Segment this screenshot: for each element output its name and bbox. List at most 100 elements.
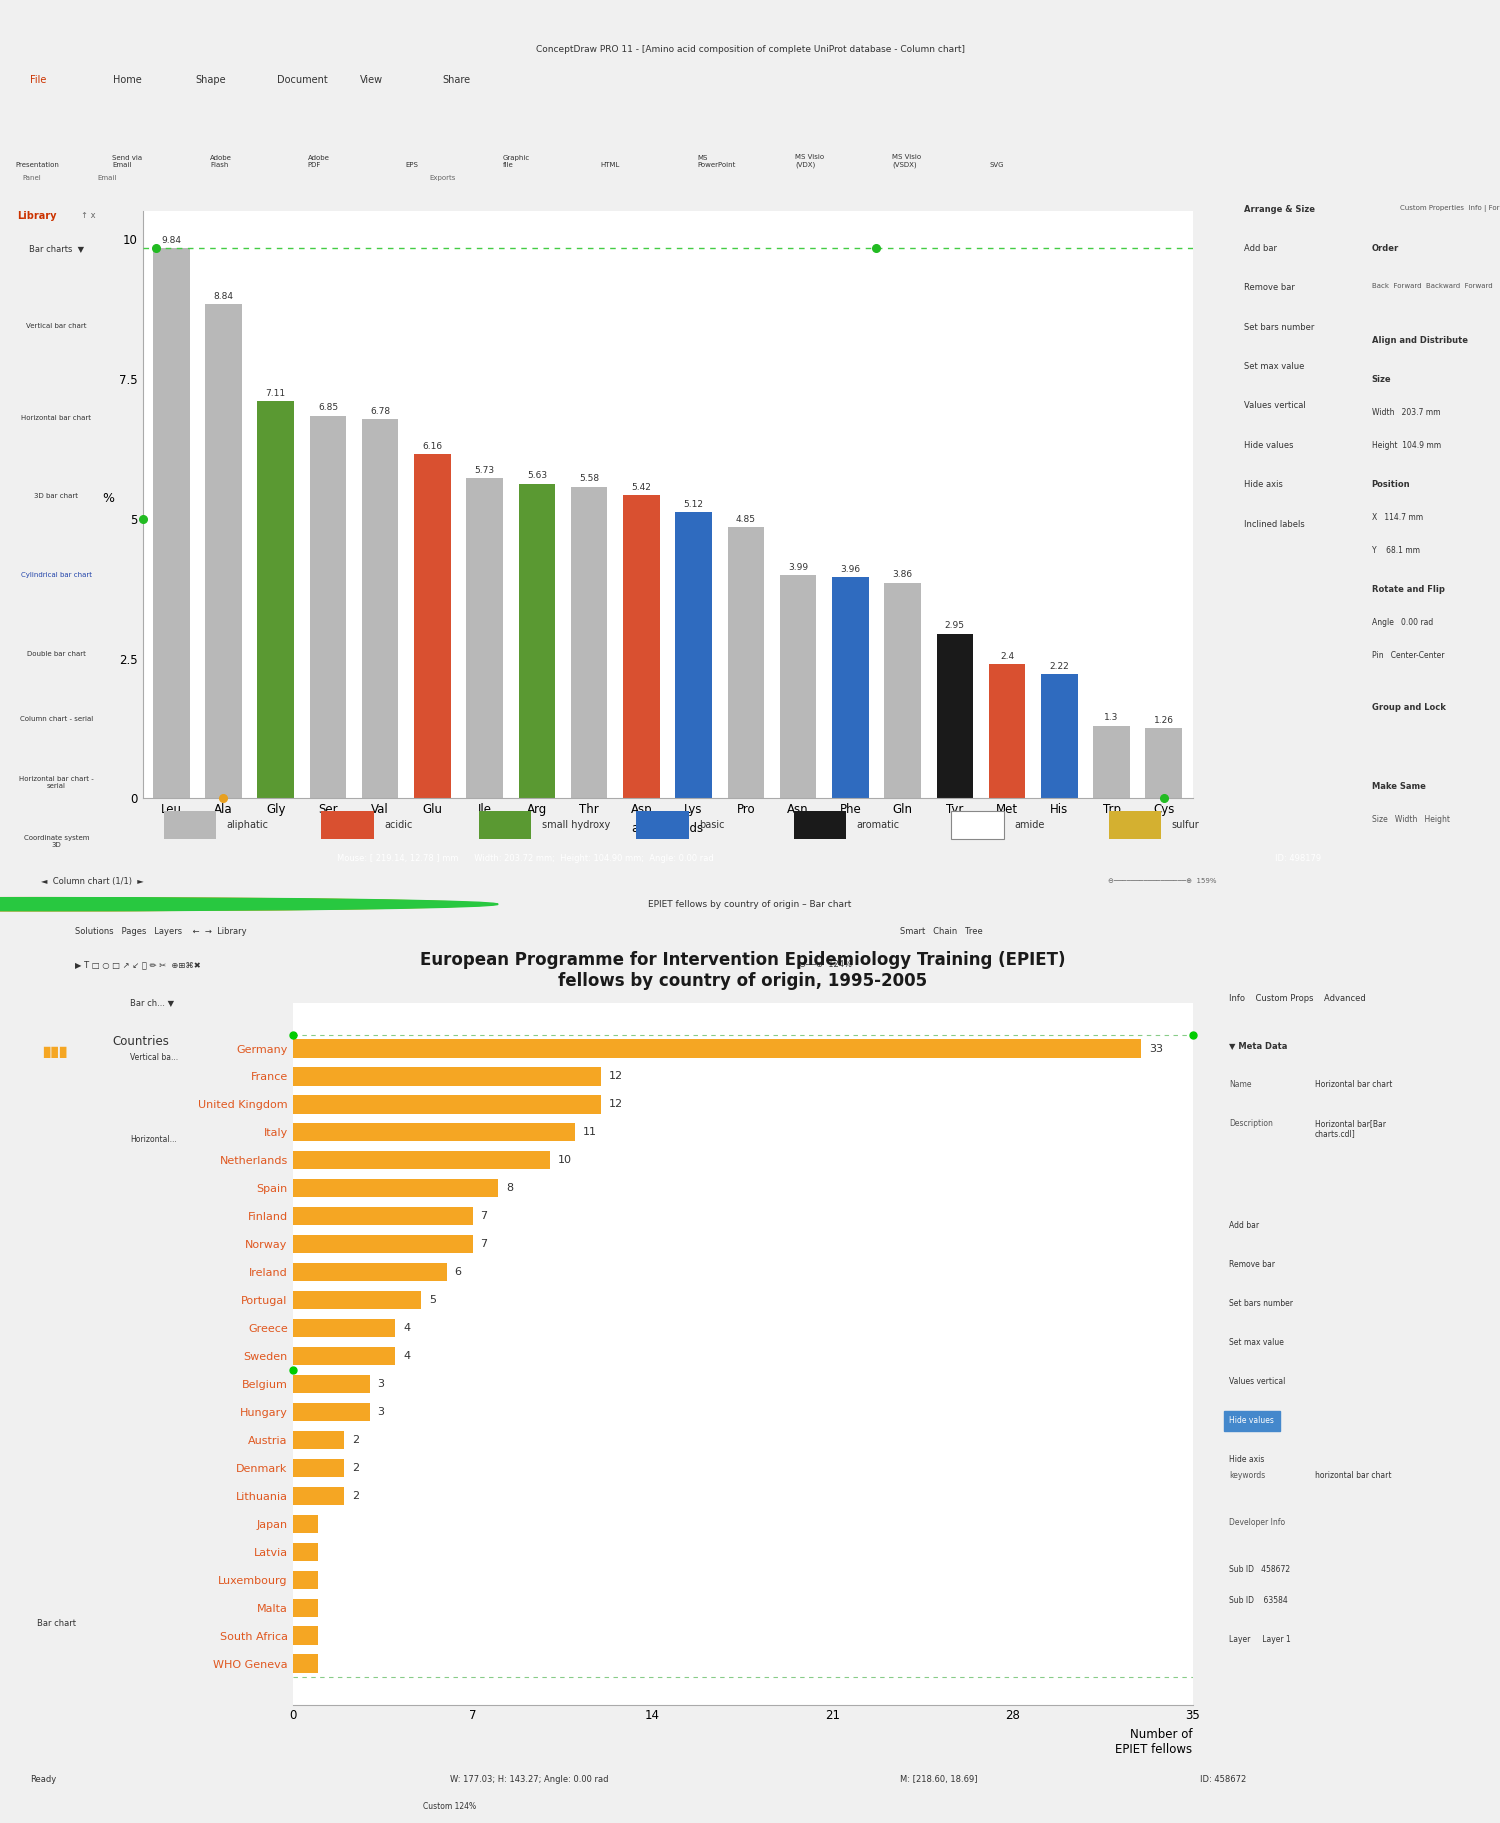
Text: Email: Email bbox=[98, 175, 117, 180]
Text: Column chart - serial: Column chart - serial bbox=[20, 716, 93, 722]
Text: 4: 4 bbox=[404, 1323, 410, 1333]
Text: Hide values: Hide values bbox=[1230, 1416, 1274, 1426]
Text: MS Visio
(VDX): MS Visio (VDX) bbox=[795, 155, 824, 168]
Title: European Programme for Intervention Epidemiology Training (EPIET)
fellows by cou: European Programme for Intervention Epid… bbox=[420, 952, 1065, 990]
Circle shape bbox=[0, 897, 498, 912]
Text: 10: 10 bbox=[558, 1156, 572, 1165]
Bar bbox=[206, 304, 242, 798]
Text: MS Visio
(VSDX): MS Visio (VSDX) bbox=[892, 155, 921, 168]
Bar bbox=[936, 634, 974, 798]
Text: Horizontal bar chart -
serial: Horizontal bar chart - serial bbox=[20, 775, 93, 789]
Text: Layer     Layer 1: Layer Layer 1 bbox=[1230, 1635, 1292, 1644]
Bar bbox=[292, 1571, 318, 1588]
Text: Remove bar: Remove bar bbox=[1230, 1260, 1275, 1269]
Text: Panel: Panel bbox=[22, 175, 42, 180]
Text: Bar ch... ▼: Bar ch... ▼ bbox=[130, 999, 174, 1006]
Text: Ready: Ready bbox=[30, 1776, 57, 1783]
Text: 8.84: 8.84 bbox=[213, 292, 234, 301]
Bar bbox=[292, 1236, 472, 1252]
Text: 3: 3 bbox=[378, 1407, 384, 1416]
Text: Bar charts  ▼: Bar charts ▼ bbox=[28, 244, 84, 253]
Bar bbox=[885, 583, 921, 798]
Bar bbox=[153, 248, 189, 798]
FancyBboxPatch shape bbox=[636, 811, 688, 839]
Text: 3: 3 bbox=[378, 1378, 384, 1389]
Bar bbox=[292, 1152, 549, 1169]
Text: 5.12: 5.12 bbox=[684, 500, 703, 509]
Text: Custom Properties  Info | Format |: Custom Properties Info | Format | bbox=[1401, 204, 1500, 211]
Text: 12: 12 bbox=[609, 1072, 622, 1081]
Text: View: View bbox=[360, 75, 382, 86]
Text: 5.42: 5.42 bbox=[632, 483, 651, 492]
FancyBboxPatch shape bbox=[321, 811, 374, 839]
Text: Back  Forward  Backward  Forward: Back Forward Backward Forward bbox=[1371, 283, 1492, 290]
Text: Values vertical: Values vertical bbox=[1230, 1378, 1286, 1385]
Text: aromatic: aromatic bbox=[856, 820, 900, 829]
Bar bbox=[292, 1096, 602, 1114]
Text: Y    68.1 mm: Y 68.1 mm bbox=[1371, 545, 1419, 554]
FancyBboxPatch shape bbox=[951, 811, 1004, 839]
Bar bbox=[728, 527, 764, 798]
Bar bbox=[292, 1458, 344, 1477]
Text: Developer Info: Developer Info bbox=[1230, 1519, 1286, 1528]
Text: 5.63: 5.63 bbox=[526, 472, 548, 481]
Bar bbox=[292, 1488, 344, 1504]
Text: Send via
Email: Send via Email bbox=[112, 155, 142, 168]
FancyBboxPatch shape bbox=[478, 811, 531, 839]
Text: 7: 7 bbox=[480, 1210, 488, 1221]
Text: Inclined labels: Inclined labels bbox=[1244, 520, 1304, 529]
Text: HTML: HTML bbox=[600, 162, 619, 168]
Text: W: 177.03; H: 143.27; Angle: 0.00 rad: W: 177.03; H: 143.27; Angle: 0.00 rad bbox=[450, 1776, 609, 1783]
Text: Adobe
PDF: Adobe PDF bbox=[308, 155, 330, 168]
Text: Document: Document bbox=[278, 75, 328, 86]
Bar bbox=[292, 1263, 447, 1282]
Text: 4: 4 bbox=[404, 1351, 410, 1362]
Text: Vertical ba...: Vertical ba... bbox=[130, 1054, 178, 1061]
Text: EPS: EPS bbox=[405, 162, 418, 168]
Text: ▶ T □ ○ □ ↗ ↙ ⌒ ✏ ✂  ⊕⊞⌘✖: ▶ T □ ○ □ ↗ ↙ ⌒ ✏ ✂ ⊕⊞⌘✖ bbox=[75, 961, 201, 968]
Bar bbox=[466, 478, 502, 798]
Text: Rotate and Flip: Rotate and Flip bbox=[1371, 585, 1444, 594]
X-axis label: Number of
EPIET fellows: Number of EPIET fellows bbox=[1116, 1728, 1192, 1756]
Bar bbox=[292, 1039, 1142, 1057]
Bar bbox=[292, 1207, 472, 1225]
Text: 5.73: 5.73 bbox=[474, 467, 495, 474]
Bar bbox=[988, 664, 1026, 798]
Text: Hide values: Hide values bbox=[1244, 441, 1293, 450]
Text: keywords: keywords bbox=[1230, 1471, 1266, 1480]
Text: ▊▊▊: ▊▊▊ bbox=[44, 1046, 69, 1059]
Text: 2: 2 bbox=[351, 1491, 358, 1500]
Text: 11: 11 bbox=[584, 1127, 597, 1138]
Text: Set max value: Set max value bbox=[1244, 363, 1304, 372]
Y-axis label: %: % bbox=[102, 492, 114, 505]
Text: Arrange & Size: Arrange & Size bbox=[1244, 204, 1314, 213]
Text: Shape: Shape bbox=[195, 75, 225, 86]
Text: 6.78: 6.78 bbox=[370, 407, 390, 416]
Text: Share: Share bbox=[442, 75, 471, 86]
Text: small hydroxy: small hydroxy bbox=[542, 820, 609, 829]
Text: Hide axis: Hide axis bbox=[1230, 1455, 1264, 1464]
Text: 5.58: 5.58 bbox=[579, 474, 598, 483]
Text: Horizontal...: Horizontal... bbox=[130, 1134, 177, 1143]
Bar bbox=[414, 454, 450, 798]
Text: Graphic
file: Graphic file bbox=[503, 155, 530, 168]
Text: 3D bar chart: 3D bar chart bbox=[34, 494, 78, 500]
Text: Exports: Exports bbox=[429, 175, 456, 180]
Text: Horizontal bar[Bar
charts.cdl]: Horizontal bar[Bar charts.cdl] bbox=[1314, 1119, 1386, 1139]
Text: Position: Position bbox=[1371, 479, 1410, 489]
Bar bbox=[292, 1404, 369, 1420]
Text: acidic: acidic bbox=[384, 820, 412, 829]
Text: Mouse: [ 219.14, 12.78 ] mm      Width: 203.72 mm;  Height: 104.90 mm;  Angle: 0: Mouse: [ 219.14, 12.78 ] mm Width: 203.7… bbox=[336, 855, 714, 862]
Text: Set bars number: Set bars number bbox=[1230, 1300, 1293, 1309]
Text: Angle   0.00 rad: Angle 0.00 rad bbox=[1371, 618, 1432, 627]
Text: 5: 5 bbox=[429, 1294, 436, 1305]
Text: 6.16: 6.16 bbox=[423, 441, 442, 450]
Bar bbox=[258, 401, 294, 798]
Text: sulfur: sulfur bbox=[1172, 820, 1200, 829]
Text: Double bar chart: Double bar chart bbox=[27, 651, 86, 656]
Bar bbox=[292, 1626, 318, 1644]
Text: 7: 7 bbox=[480, 1240, 488, 1249]
Bar bbox=[519, 483, 555, 798]
Text: Presentation: Presentation bbox=[15, 162, 58, 168]
Bar bbox=[1041, 675, 1077, 798]
